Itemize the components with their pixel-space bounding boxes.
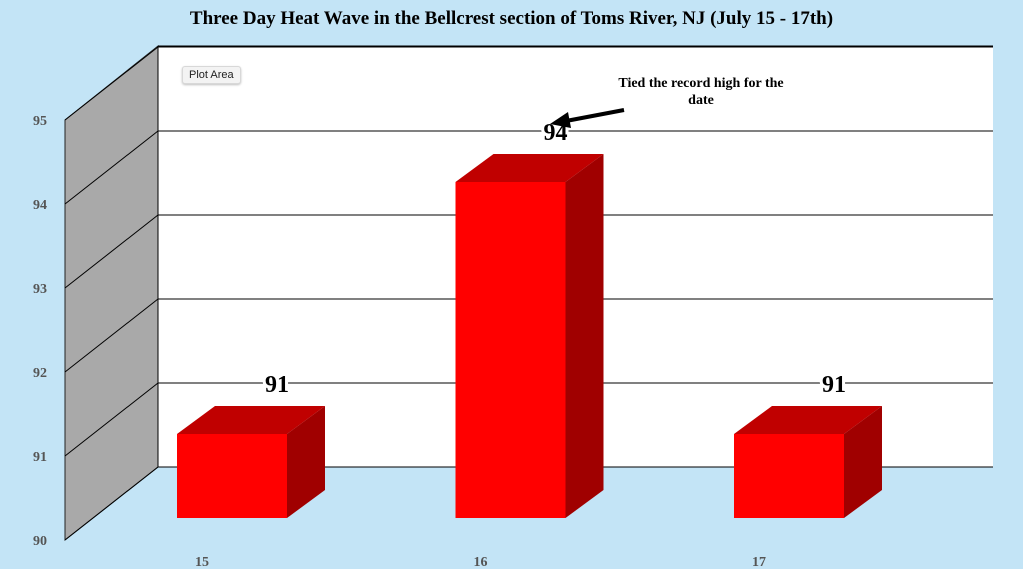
annotation-arrow-line bbox=[565, 108, 625, 123]
plot-area-tooltip: Plot Area bbox=[182, 66, 241, 84]
y-tick-label: 94 bbox=[33, 198, 47, 213]
bar-front bbox=[177, 434, 287, 518]
y-tick-label: 91 bbox=[33, 450, 47, 465]
side-gridline bbox=[64, 382, 159, 457]
side-wall bbox=[64, 44, 159, 542]
y-tick-label: 93 bbox=[33, 282, 47, 297]
y-tick-label: 95 bbox=[33, 114, 47, 129]
side-gridline bbox=[64, 298, 159, 373]
bar-top bbox=[455, 154, 604, 182]
bar-side bbox=[565, 154, 604, 518]
side-gridline bbox=[64, 46, 159, 121]
x-tick-label: 17 bbox=[752, 555, 766, 569]
x-tick-label: 15 bbox=[195, 555, 209, 569]
x-tick-label: 16 bbox=[474, 555, 488, 569]
side-gridline bbox=[64, 466, 159, 541]
bar-front bbox=[455, 182, 566, 518]
y-tick-label: 92 bbox=[33, 366, 47, 381]
bar-front bbox=[734, 434, 844, 518]
record-annotation: Tied the record high for the date bbox=[618, 76, 784, 108]
bar-side bbox=[844, 406, 882, 518]
bar-side bbox=[287, 406, 325, 518]
side-gridline bbox=[64, 130, 159, 205]
data-label: 91 bbox=[822, 372, 846, 398]
chart-title: Three Day Heat Wave in the Bellcrest sec… bbox=[189, 8, 834, 29]
side-gridline bbox=[64, 214, 159, 289]
data-label: 91 bbox=[265, 372, 289, 398]
y-tick-label: 90 bbox=[33, 534, 47, 549]
bar-top bbox=[734, 406, 882, 434]
annotation-arrow-head bbox=[550, 112, 571, 128]
bar-top bbox=[177, 406, 325, 434]
